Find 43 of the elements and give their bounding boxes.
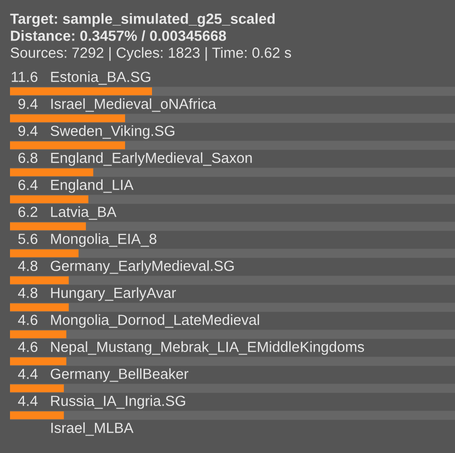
y-tick-label: Estonia_BA.SG [51, 71, 150, 85]
y-tick-label: Sweden_Viking.SG [50, 125, 174, 139]
chart-title: Target: sample_simulated_g25_scaled [10, 13, 275, 27]
data-label: 9.4 [18, 126, 38, 136]
bar [10, 303, 69, 312]
y-tick-label: Mongolia_EIA_8 [51, 233, 156, 247]
y-tick-label: Mongolia_Dornod_LateMedieval [51, 314, 259, 328]
chart-subtitle: Distance: 0.3457% / 0.00345668 [10, 30, 226, 42]
bar [10, 411, 64, 420]
data-label: 4.6 [18, 342, 38, 352]
data-label: 5.6 [18, 234, 38, 244]
y-tick-label: Israel_Medieval_oNAfrica [51, 98, 216, 112]
bar [10, 330, 66, 338]
y-tick-label: Russia_IA_Ingria.SG [51, 395, 186, 409]
data-label: 6.2 [18, 206, 38, 218]
data-label: 4.6 [18, 314, 38, 326]
bar [10, 384, 64, 392]
y-tick-label: Nepal_Mustang_Mebrak_LIA_EMiddleKingdoms [51, 341, 364, 355]
data-label: 9.4 [18, 98, 38, 110]
data-label: 4.8 [18, 288, 38, 298]
data-label: 4.8 [18, 260, 38, 272]
bar [10, 357, 66, 366]
data-label: 6.8 [18, 152, 38, 164]
bar [10, 276, 69, 284]
y-tick-label: England_EarlyMedieval_Saxon [51, 152, 252, 166]
bar [10, 222, 86, 230]
bar [10, 141, 126, 150]
bar [10, 195, 88, 204]
bar [10, 249, 79, 258]
source-note: Sources: 7292 | Cycles: 1823 | Time: 0.62 s [10, 47, 292, 61]
y-tick-label: Germany_BellBeaker [50, 368, 188, 382]
data-label: 11.6 [12, 72, 38, 82]
y-tick-label: Latvia_BA [51, 206, 116, 220]
bar [10, 114, 126, 122]
bar [10, 168, 94, 176]
data-label: 4.4 [18, 396, 38, 406]
data-label: 6.4 [18, 180, 38, 190]
y-tick-label: Germany_EarlyMedieval.SG [50, 260, 234, 274]
bar [10, 87, 152, 96]
y-tick-label: England_LIA [51, 179, 134, 193]
data-label: 4.4 [18, 368, 38, 379]
y-tick-label: Hungary_EarlyAvar [51, 287, 176, 301]
y-tick-label: Israel_MLBA [51, 422, 134, 436]
